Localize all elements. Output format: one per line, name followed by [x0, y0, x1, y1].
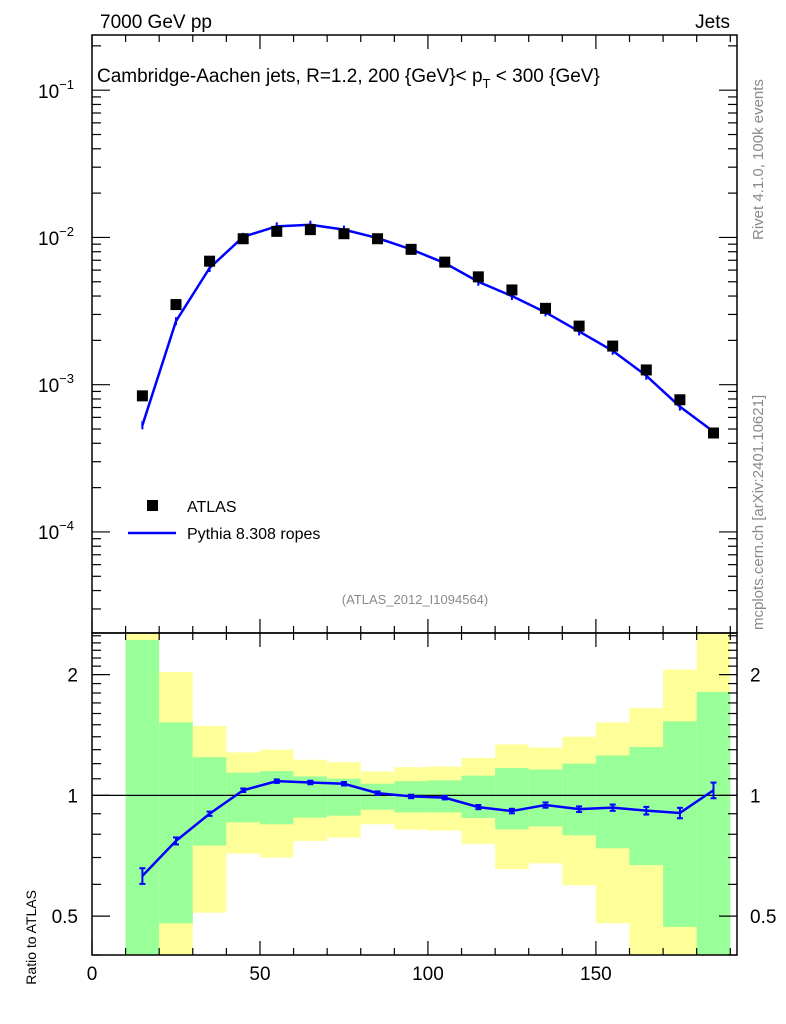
atlas-data-point	[338, 228, 350, 240]
stat-uncertainty-band	[528, 769, 563, 827]
ratio-line	[141, 779, 715, 877]
stat-uncertainty-band	[595, 755, 630, 849]
plot-title: Cambridge-Aachen jets, R=1.2, 200 {GeV}<…	[97, 66, 600, 91]
ratio-y-tick-label: 1	[67, 786, 78, 807]
legend-pythia-label: Pythia 8.308 ropes	[187, 526, 320, 543]
x-tick-label: 100	[412, 964, 444, 985]
x-tick-label: 50	[249, 964, 270, 985]
y-tick-label-1e-4: 10−4	[38, 518, 74, 544]
legend-atlas-label: ATLAS	[187, 499, 237, 516]
atlas-data-point	[573, 320, 585, 332]
stat-uncertainty-band	[192, 757, 227, 846]
atlas-data-point	[506, 284, 518, 296]
y-tick-label-1e-2: 10−2	[38, 224, 74, 250]
ratio-y-tick-label-right: 1	[750, 786, 761, 807]
ratio-bands	[125, 633, 731, 955]
title-main: Cambridge-Aachen jets, R=1.2, 200 {GeV}<…	[97, 66, 483, 87]
title-tail: < 300 {GeV}	[490, 66, 599, 87]
category-label: Jets	[695, 12, 730, 33]
ratio-y-tick-label-right: 0.5	[750, 907, 776, 928]
pythia-line	[141, 223, 715, 433]
atlas-data-point	[405, 243, 417, 255]
x-tick-label: 150	[580, 964, 612, 985]
atlas-data-point	[170, 299, 182, 311]
stat-uncertainty-band	[360, 783, 395, 810]
stat-uncertainty-band	[159, 722, 193, 924]
ratio-panel-frame	[91, 632, 738, 956]
stat-uncertainty-band	[696, 692, 731, 955]
ratio-tick-labels: 0 50 100 150 0.5 0.5 1 1 2 2	[52, 666, 777, 985]
atlas-data-point	[439, 256, 451, 268]
y-tick-label-1e-1: 10−1	[38, 77, 74, 103]
atlas-data-point	[640, 364, 652, 376]
ratio-y-axis-label: Ratio to ATLAS	[23, 890, 39, 985]
x-tick-label: 0	[87, 964, 98, 985]
legend-atlas-marker	[147, 500, 158, 511]
atlas-data-point	[271, 225, 283, 237]
ratio-y-tick-label-right: 2	[750, 666, 761, 687]
main-y-tick-labels: 10−1 10−2 10−3 10−4	[38, 77, 74, 544]
atlas-data-point	[204, 255, 216, 267]
legend: ATLAS Pythia 8.308 ropes	[128, 499, 320, 543]
atlas-data-point	[540, 302, 552, 314]
ratio-y-tick-label: 0.5	[52, 907, 78, 928]
stat-uncertainty-band	[125, 639, 160, 955]
atlas-data-point	[237, 233, 249, 245]
atlas-data-point	[304, 224, 316, 236]
atlas-data-point	[674, 394, 686, 406]
ratio-y-tick-label: 2	[67, 666, 78, 687]
stat-uncertainty-band	[562, 763, 596, 836]
stat-uncertainty-band	[663, 721, 697, 927]
title-subscript: T	[483, 76, 491, 91]
chart-marks	[136, 220, 719, 885]
source-label: mcplots.cern.ch [arXiv:2401.10621]	[750, 395, 767, 630]
axis-ticks	[91, 35, 737, 956]
atlas-data-point	[372, 233, 384, 245]
atlas-data-point	[707, 427, 719, 439]
atlas-data-point	[472, 271, 484, 283]
y-tick-label-1e-3: 10−3	[38, 371, 74, 397]
atlas-data-point	[136, 390, 148, 402]
stat-uncertainty-band	[495, 768, 529, 830]
analysis-id: (ATLAS_2012_I1094564)	[342, 592, 488, 607]
rivet-label: Rivet 4.1.0, 100k events	[750, 79, 767, 240]
main-panel-frame	[91, 34, 738, 634]
stat-uncertainty-band	[461, 775, 496, 819]
energy-label: 7000 GeV pp	[100, 12, 212, 33]
atlas-data-point	[607, 340, 619, 352]
